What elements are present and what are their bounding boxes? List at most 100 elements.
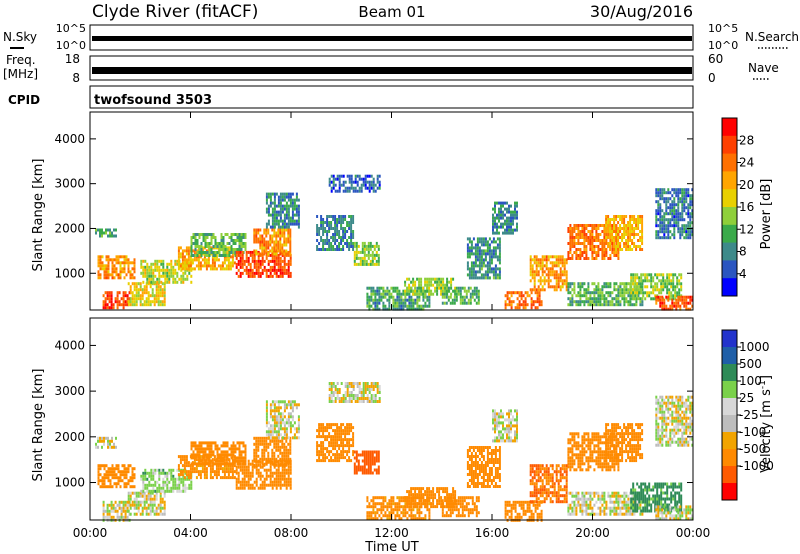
x-tick-label: 08:00 xyxy=(274,526,309,540)
noise-right-label: N.Search xyxy=(745,30,799,44)
data-region xyxy=(190,441,247,466)
colorbar-tick-label: 500 xyxy=(739,357,762,371)
cpid-program: twofsound 3503 xyxy=(94,93,212,108)
x-tick-label: 00:00 xyxy=(73,526,108,540)
power-colorbar: 4 8 12 16 20 24 28 xyxy=(721,117,754,297)
colorbar-swatch xyxy=(722,242,737,261)
x-tick-label: 16:00 xyxy=(475,526,510,540)
nave-right-tick-bottom: 0 xyxy=(708,71,716,85)
y-tick-label: 3000 xyxy=(54,384,85,398)
velocity-colorbar-label: Velocity [m s-1] xyxy=(758,375,774,473)
colorbar-tick-label: 20 xyxy=(739,178,754,192)
colorbar-tick-label: -1000 xyxy=(739,459,774,473)
colorbar-tick-label: 16 xyxy=(739,200,754,214)
data-region xyxy=(265,400,300,440)
noise-left-label: N.Sky xyxy=(3,30,37,44)
colorbar-tick-label: 8 xyxy=(739,245,747,259)
noise-right-tick-bottom: 10^0 xyxy=(708,39,738,52)
data-region xyxy=(492,409,518,443)
data-region xyxy=(127,491,166,516)
nave-right-label: Nave xyxy=(748,61,779,75)
colorbar-tick-label: 12 xyxy=(739,222,754,236)
data-region xyxy=(655,395,694,447)
colorbar-tick-label: -500 xyxy=(739,442,766,456)
colorbar-tick-label: 4 xyxy=(739,267,747,281)
freq-panel-frame xyxy=(89,55,694,81)
colorbar-tick-label: -25 xyxy=(739,408,759,422)
data-region xyxy=(140,468,193,493)
data-region xyxy=(529,255,568,292)
data-region xyxy=(253,436,292,467)
colorbar-swatch xyxy=(722,466,737,484)
colorbar-swatch xyxy=(722,398,737,416)
data-region xyxy=(655,295,694,311)
velocity-colorbar: 1000 500 100 25 -25 -100 -500 -1000 xyxy=(721,329,774,501)
data-region xyxy=(190,233,247,257)
data-region xyxy=(316,423,355,463)
data-region xyxy=(441,286,480,305)
data-region xyxy=(97,464,136,489)
data-region xyxy=(253,228,292,256)
colorbar-tick-label: 1000 xyxy=(739,340,770,354)
y-tick-label: 1000 xyxy=(54,476,85,490)
data-region xyxy=(97,255,136,280)
colorbar-tick-label: 100 xyxy=(739,374,762,388)
data-region xyxy=(605,215,644,251)
data-region xyxy=(127,282,166,307)
colorbar-swatch xyxy=(722,260,737,279)
colorbar-swatch xyxy=(722,381,737,399)
x-tick-label: 04:00 xyxy=(173,526,208,540)
colorbar-tick-label: -100 xyxy=(739,425,766,439)
x-tick-label: 20:00 xyxy=(575,526,610,540)
colorbar-swatch xyxy=(722,118,737,137)
nave-right-tick-top: 60 xyxy=(708,52,723,66)
colorbar-swatch xyxy=(722,278,737,297)
data-region xyxy=(504,291,543,310)
y-tick-label: 4000 xyxy=(54,132,85,146)
data-region xyxy=(353,450,380,475)
colorbar-swatch xyxy=(722,347,737,365)
noise-left-tick-bottom: 10^0 xyxy=(56,39,86,52)
y-tick-label: 3000 xyxy=(54,177,85,191)
data-region xyxy=(102,500,131,522)
freq-trace xyxy=(92,67,692,74)
y-tick-label: 2000 xyxy=(54,430,85,444)
y-tick-label: 4000 xyxy=(54,338,85,352)
cpid-label: CPID xyxy=(8,93,40,107)
data-region xyxy=(404,277,457,296)
data-region xyxy=(655,188,694,240)
colorbar-swatch xyxy=(722,224,737,244)
noise-trace xyxy=(92,36,692,41)
data-region xyxy=(95,228,117,238)
data-region xyxy=(328,174,381,193)
power-ylabel: Slant Range [km] xyxy=(31,159,46,272)
colorbar-swatch xyxy=(722,171,737,190)
data-region xyxy=(655,505,694,521)
x-tick-label: 00:00 xyxy=(676,526,711,540)
colorbar-swatch xyxy=(722,153,737,172)
colorbar-swatch xyxy=(722,330,737,348)
data-region xyxy=(567,432,620,472)
data-region xyxy=(316,215,355,251)
data-region xyxy=(328,382,381,403)
date-title: 30/Aug/2016 xyxy=(590,2,693,21)
y-tick-label: 1000 xyxy=(54,266,85,280)
freq-left-label: Freq. xyxy=(6,53,36,67)
colorbar-tick-label: 28 xyxy=(739,133,754,147)
colorbar-swatch xyxy=(722,483,737,501)
y-tick-label: 2000 xyxy=(54,221,85,235)
colorbar-swatch xyxy=(722,449,737,467)
freq-left-unit: [MHz] xyxy=(3,67,38,81)
data-region xyxy=(605,423,644,463)
data-region xyxy=(353,241,380,266)
colorbar-swatch xyxy=(722,207,737,226)
freq-left-tick-top: 18 xyxy=(65,52,80,66)
noise-trace-band xyxy=(92,36,692,41)
data-region xyxy=(265,192,300,229)
colorbar-tick-label: 24 xyxy=(739,156,754,170)
data-region xyxy=(95,436,117,449)
plot-frame xyxy=(89,317,694,521)
cpid-panel-frame xyxy=(89,85,694,109)
data-region xyxy=(529,464,568,504)
